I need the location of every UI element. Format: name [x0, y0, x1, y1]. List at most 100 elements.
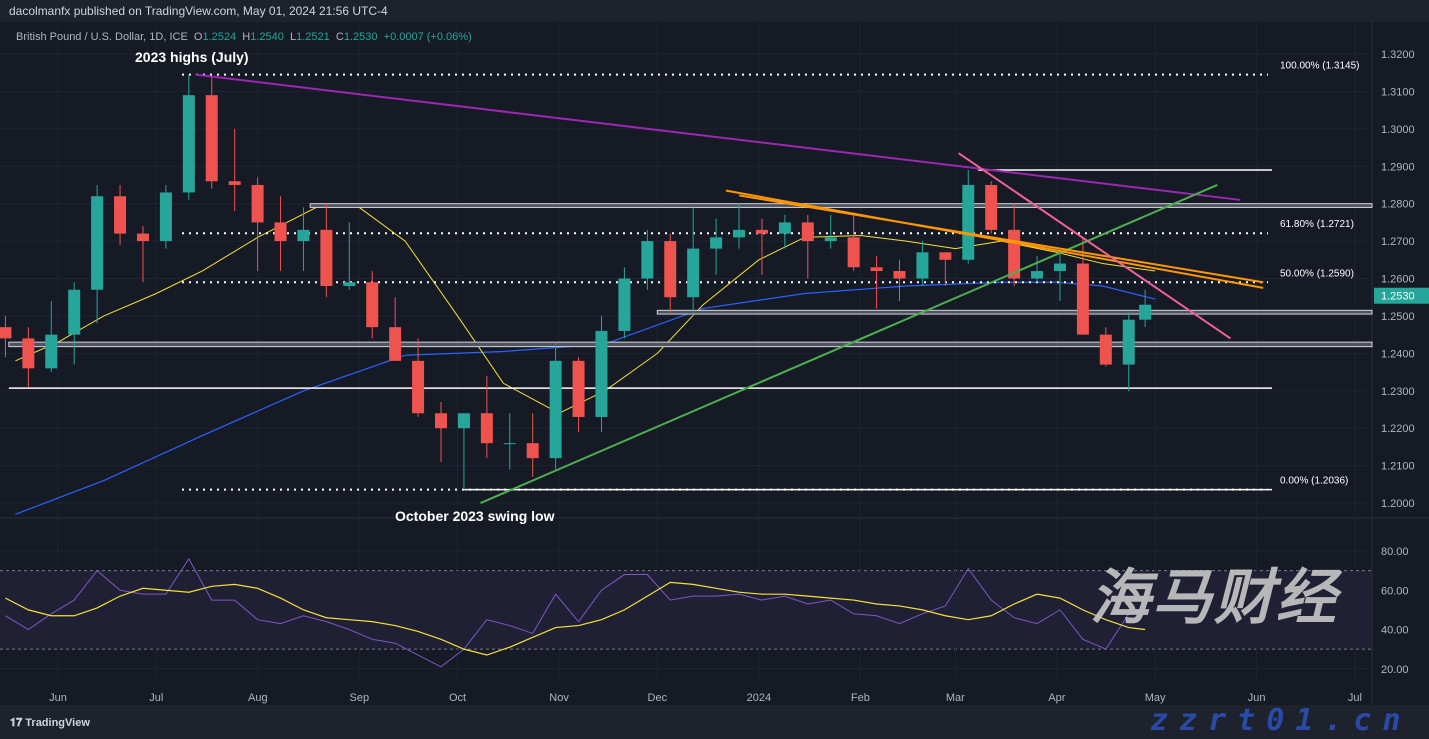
- candle: [870, 256, 883, 309]
- low-value: 1.2521: [296, 31, 330, 43]
- candle-body: [389, 327, 402, 361]
- candle-body: [136, 233, 149, 242]
- time-tick-label: 2024: [747, 692, 771, 704]
- candle: [480, 375, 493, 459]
- price-tick-label: 1.3200: [1381, 49, 1415, 61]
- candle: [595, 315, 608, 432]
- time-tick-label: Feb: [851, 692, 870, 704]
- candle: [939, 252, 952, 287]
- price-tick-label: 1.2300: [1381, 386, 1415, 398]
- symbol-legend: British Pound / U.S. Dollar, 1D, ICE O1.…: [16, 31, 472, 43]
- price-tick-label: 1.2700: [1381, 236, 1415, 248]
- horizontal-zone: [309, 203, 1373, 208]
- candle: [228, 128, 241, 212]
- candle-body: [801, 222, 814, 242]
- time-tick-label: Jul: [1348, 692, 1362, 704]
- trendline: [725, 189, 1264, 289]
- candle-body: [274, 222, 287, 242]
- candle: [1053, 248, 1066, 301]
- annotation-swing-low: October 2023 swing low: [395, 508, 555, 524]
- high-value: 1.2540: [250, 31, 284, 43]
- candle: [136, 226, 149, 283]
- time-tick-label: Dec: [648, 692, 668, 704]
- candle: [893, 259, 906, 301]
- tv-icon: 𝟏𝟕: [10, 717, 26, 729]
- price-tick-label: 1.3000: [1381, 124, 1415, 136]
- candle-body: [205, 95, 218, 182]
- candle-body: [733, 229, 746, 238]
- horizontal-zone: [656, 309, 1373, 315]
- candle-body: [480, 413, 493, 444]
- candle: [205, 76, 218, 189]
- rsi-ma-line: [5, 581, 1146, 656]
- candle-body: [343, 282, 356, 287]
- candle-body: [457, 413, 470, 429]
- candle-body: [1099, 334, 1112, 365]
- trendline: [958, 152, 1232, 340]
- trendline: [480, 184, 1218, 504]
- candle-body: [687, 248, 700, 298]
- price-tick-label: 1.2200: [1381, 423, 1415, 435]
- watermark-site: zzrt01.cn: [1150, 703, 1412, 738]
- price-tick-label: 1.2800: [1381, 199, 1415, 211]
- time-tick-label: Nov: [549, 692, 569, 704]
- candle: [664, 233, 677, 313]
- ma-slow-line: [15, 281, 1156, 515]
- rsi-tick-label: 20.00: [1381, 664, 1409, 676]
- candle: [1139, 289, 1152, 328]
- candle: [389, 297, 402, 361]
- price-chart[interactable]: 1.2000 1.2100 1.2200 1.2300 1.2400 1.2500 1.26…: [0, 22, 1429, 705]
- candle-body: [1076, 263, 1089, 335]
- candle: [320, 203, 333, 298]
- price-tick-label: 1.2400: [1381, 348, 1415, 360]
- time-tick-label: Jul: [149, 692, 163, 704]
- candle: [503, 413, 516, 470]
- candle-body: [1031, 271, 1044, 279]
- price-tick-label: 1.2100: [1381, 461, 1415, 473]
- candle: [0, 315, 12, 358]
- candle-body: [939, 252, 952, 260]
- candle-body: [641, 241, 654, 279]
- candle: [549, 342, 562, 470]
- candle: [343, 222, 356, 290]
- candle-body: [755, 229, 768, 234]
- candle: [114, 184, 127, 245]
- candle: [45, 300, 58, 373]
- price-tick-label: 1.2500: [1381, 311, 1415, 323]
- trendline: [195, 73, 1241, 201]
- candle: [22, 327, 35, 388]
- tradingview-logo[interactable]: 𝟏𝟕 TradingView: [10, 717, 90, 730]
- candle: [801, 214, 814, 279]
- candle: [962, 170, 975, 264]
- price-tick-label: 1.3100: [1381, 86, 1415, 98]
- tradingview-logo-text: TradingView: [25, 717, 90, 729]
- rsi-tick-label: 60.00: [1381, 585, 1409, 597]
- candle: [847, 214, 860, 272]
- candle-body: [1139, 304, 1152, 320]
- candle: [1031, 256, 1044, 283]
- candle-body: [824, 237, 837, 242]
- candle-body: [366, 282, 379, 328]
- candle: [618, 267, 631, 339]
- candle-body: [228, 181, 241, 185]
- candle-body: [412, 360, 425, 414]
- candle: [1076, 237, 1089, 335]
- candle: [755, 218, 768, 275]
- candle: [985, 181, 998, 234]
- time-tick-label: May: [1145, 692, 1166, 704]
- candle: [457, 413, 470, 490]
- candle-body: [1053, 263, 1066, 272]
- candle: [572, 357, 585, 432]
- candle-body: [526, 443, 539, 459]
- time-tick-label: Apr: [1048, 692, 1065, 704]
- fib-level-label: 100.00% (1.3145): [1280, 61, 1360, 72]
- time-tick-label: Sep: [350, 692, 370, 704]
- candle-body: [893, 271, 906, 279]
- candle: [733, 203, 746, 249]
- candle: [297, 207, 310, 272]
- time-tick-label: Aug: [248, 692, 268, 704]
- candle-body: [595, 330, 608, 417]
- candle: [526, 413, 539, 477]
- last-price-tag: [1374, 287, 1429, 304]
- candle-body: [503, 443, 516, 445]
